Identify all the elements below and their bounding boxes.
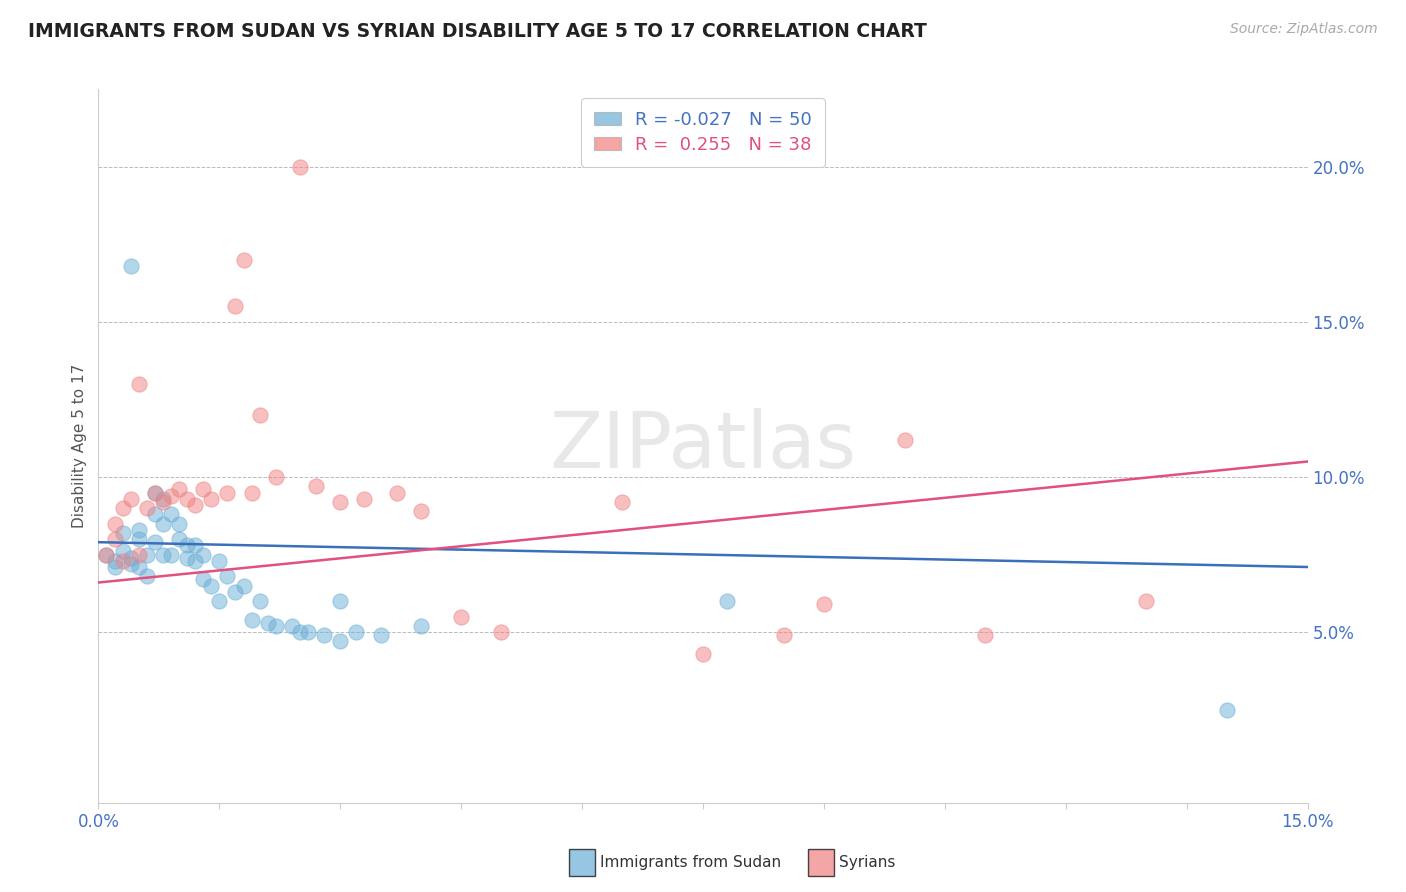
Point	[193, 483, 215, 497]
Point	[152, 516, 174, 531]
Point	[135, 569, 157, 583]
Point	[232, 252, 254, 267]
Point	[385, 485, 408, 500]
Point	[450, 609, 472, 624]
Point	[217, 569, 239, 583]
Point	[120, 491, 142, 506]
Point	[297, 625, 319, 640]
Text: Syrians: Syrians	[839, 855, 896, 870]
Point	[184, 498, 207, 512]
Point	[128, 560, 150, 574]
Point	[152, 491, 174, 506]
Point	[208, 554, 231, 568]
Point	[281, 619, 304, 633]
Point	[111, 544, 134, 558]
Point	[128, 548, 150, 562]
Point	[176, 491, 198, 506]
Text: Immigrants from Sudan: Immigrants from Sudan	[600, 855, 782, 870]
Point	[208, 594, 231, 608]
Point	[167, 483, 190, 497]
Point	[370, 628, 392, 642]
Point	[288, 625, 311, 640]
Point	[152, 548, 174, 562]
Point	[491, 625, 513, 640]
Point	[612, 495, 634, 509]
Point	[111, 525, 134, 540]
Point	[974, 628, 997, 642]
Point	[184, 538, 207, 552]
Point	[120, 259, 142, 273]
Point	[224, 299, 246, 313]
Point	[329, 495, 352, 509]
Point	[120, 550, 142, 565]
Y-axis label: Disability Age 5 to 17: Disability Age 5 to 17	[72, 364, 87, 528]
Text: Source: ZipAtlas.com: Source: ZipAtlas.com	[1230, 22, 1378, 37]
Point	[111, 501, 134, 516]
Point	[217, 485, 239, 500]
Point	[120, 557, 142, 571]
Point	[143, 485, 166, 500]
Point	[1135, 594, 1157, 608]
Point	[813, 597, 835, 611]
Point	[224, 584, 246, 599]
Point	[152, 495, 174, 509]
Point	[329, 634, 352, 648]
Point	[329, 594, 352, 608]
Point	[288, 160, 311, 174]
Point	[314, 628, 336, 642]
Point	[200, 579, 222, 593]
Point	[409, 504, 432, 518]
Point	[160, 548, 183, 562]
Point	[344, 625, 367, 640]
Legend: R = -0.027   N = 50, R =  0.255   N = 38: R = -0.027 N = 50, R = 0.255 N = 38	[581, 98, 825, 167]
Point	[176, 550, 198, 565]
Point	[103, 554, 125, 568]
Point	[143, 508, 166, 522]
Point	[167, 532, 190, 546]
Point	[240, 613, 263, 627]
Text: ZIPatlas: ZIPatlas	[550, 408, 856, 484]
Point	[772, 628, 794, 642]
Point	[305, 479, 328, 493]
Point	[160, 508, 183, 522]
Point	[184, 554, 207, 568]
Point	[240, 485, 263, 500]
Point	[160, 489, 183, 503]
Point	[128, 523, 150, 537]
Point	[193, 573, 215, 587]
Point	[200, 491, 222, 506]
Point	[135, 548, 157, 562]
Point	[176, 538, 198, 552]
Point	[716, 594, 738, 608]
Text: IMMIGRANTS FROM SUDAN VS SYRIAN DISABILITY AGE 5 TO 17 CORRELATION CHART: IMMIGRANTS FROM SUDAN VS SYRIAN DISABILI…	[28, 22, 927, 41]
Point	[193, 548, 215, 562]
Point	[893, 433, 915, 447]
Point	[128, 532, 150, 546]
Point	[143, 485, 166, 500]
Point	[143, 535, 166, 549]
Point	[409, 619, 432, 633]
Point	[96, 548, 118, 562]
Point	[167, 516, 190, 531]
Point	[103, 516, 125, 531]
Point	[103, 560, 125, 574]
Point	[249, 594, 271, 608]
Point	[692, 647, 714, 661]
Point	[264, 470, 287, 484]
Point	[264, 619, 287, 633]
Point	[96, 548, 118, 562]
Point	[249, 408, 271, 422]
Point	[135, 501, 157, 516]
Point	[256, 615, 278, 630]
Point	[1216, 703, 1239, 717]
Point	[353, 491, 375, 506]
Point	[111, 554, 134, 568]
Point	[128, 376, 150, 391]
Point	[232, 579, 254, 593]
Point	[103, 532, 125, 546]
